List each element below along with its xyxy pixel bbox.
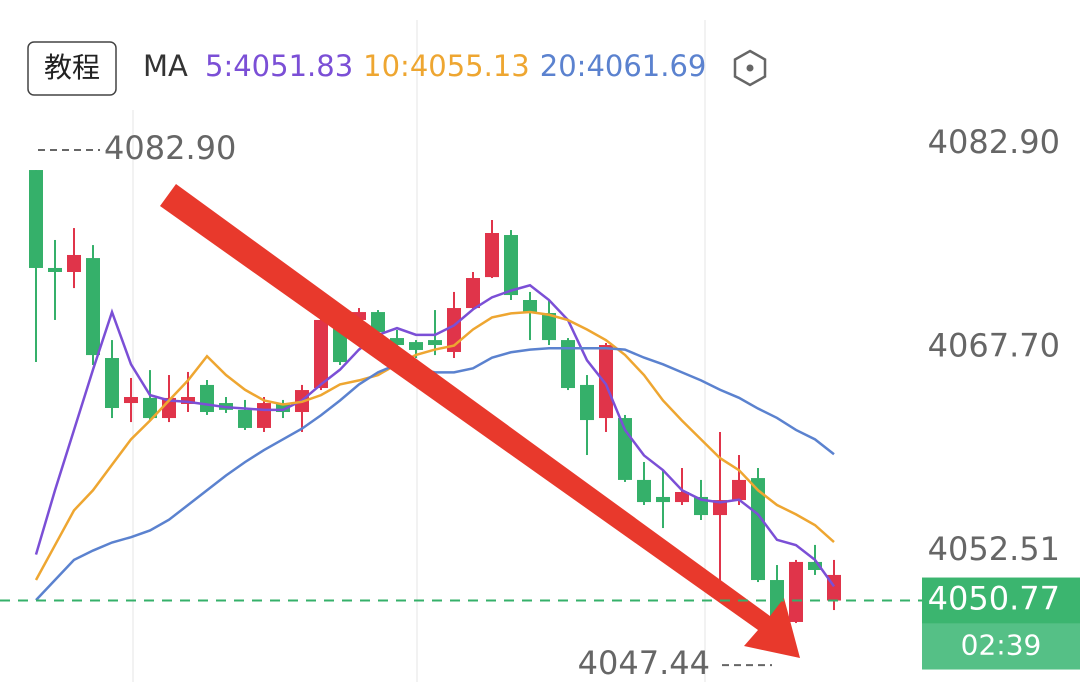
- candle-body: [257, 403, 271, 428]
- y-tick-label: 4052.51: [928, 530, 1060, 568]
- ma-line: [35, 346, 835, 601]
- candle-body: [808, 561, 822, 570]
- candle-body: [656, 496, 670, 503]
- settings-hexagon[interactable]: [733, 49, 767, 87]
- candle-body: [675, 492, 689, 503]
- candle-body: [29, 170, 43, 268]
- legend-entry: 10:4055.13: [363, 49, 530, 83]
- candle-body: [105, 358, 119, 408]
- low-mark-label: 4047.44: [578, 644, 710, 682]
- legend-entry: 5:4051.83: [205, 49, 353, 83]
- candle-body: [390, 338, 404, 346]
- y-tick-label: 4067.70: [928, 327, 1060, 365]
- candle-body: [352, 312, 366, 320]
- high-mark-label: 4082.90: [104, 129, 236, 167]
- settings-dot[interactable]: [746, 64, 754, 72]
- ma-title: MA: [143, 49, 188, 83]
- countdown-label: 02:39: [961, 629, 1042, 662]
- candle-body: [276, 403, 290, 413]
- candle-body: [86, 258, 100, 356]
- candle-body: [732, 479, 746, 501]
- labels-layer: 4052.51 4067.70 4082.90 5:4051.83 10:4055.13…: [0, 49, 1080, 682]
- candle-body: [181, 397, 195, 404]
- legend-entry: 20:4061.69: [540, 49, 707, 83]
- candle-body: [124, 397, 138, 404]
- candle-body: [485, 233, 499, 278]
- ma-line: [34, 310, 835, 581]
- countdown-tag: [922, 623, 1080, 670]
- price-tag: [922, 577, 1080, 624]
- candle-body: [143, 397, 157, 419]
- candle-body: [67, 254, 81, 272]
- candle-body: [751, 478, 765, 581]
- y-tick-label: 4082.90: [928, 123, 1060, 161]
- marks-layer: [29, 170, 841, 624]
- tutorial-button-label[interactable]: 教程: [44, 51, 100, 84]
- lines-layer: [34, 283, 836, 601]
- candle-body: [542, 312, 556, 341]
- candle-body: [409, 342, 423, 350]
- price-tag-label: 4050.77: [928, 580, 1060, 618]
- candle-body: [48, 267, 62, 272]
- candle-body: [580, 384, 594, 421]
- candle-body: [561, 340, 575, 389]
- candle-body: [428, 340, 442, 346]
- candle-body: [238, 409, 252, 428]
- candle-body: [694, 496, 708, 516]
- candle-body: [200, 384, 214, 413]
- candle-body: [789, 561, 803, 622]
- candle-body: [599, 345, 613, 419]
- candle-body: [523, 299, 537, 313]
- candle-body: [504, 235, 518, 296]
- candle-body: [466, 278, 480, 309]
- settings-icon[interactable]: [733, 49, 767, 87]
- candle-body: [371, 312, 385, 333]
- candle-body: [314, 319, 328, 389]
- candle-body: [637, 479, 651, 503]
- candle-body: [713, 500, 727, 516]
- tutorial-button[interactable]: [27, 41, 117, 96]
- trend-arrow: [160, 184, 800, 658]
